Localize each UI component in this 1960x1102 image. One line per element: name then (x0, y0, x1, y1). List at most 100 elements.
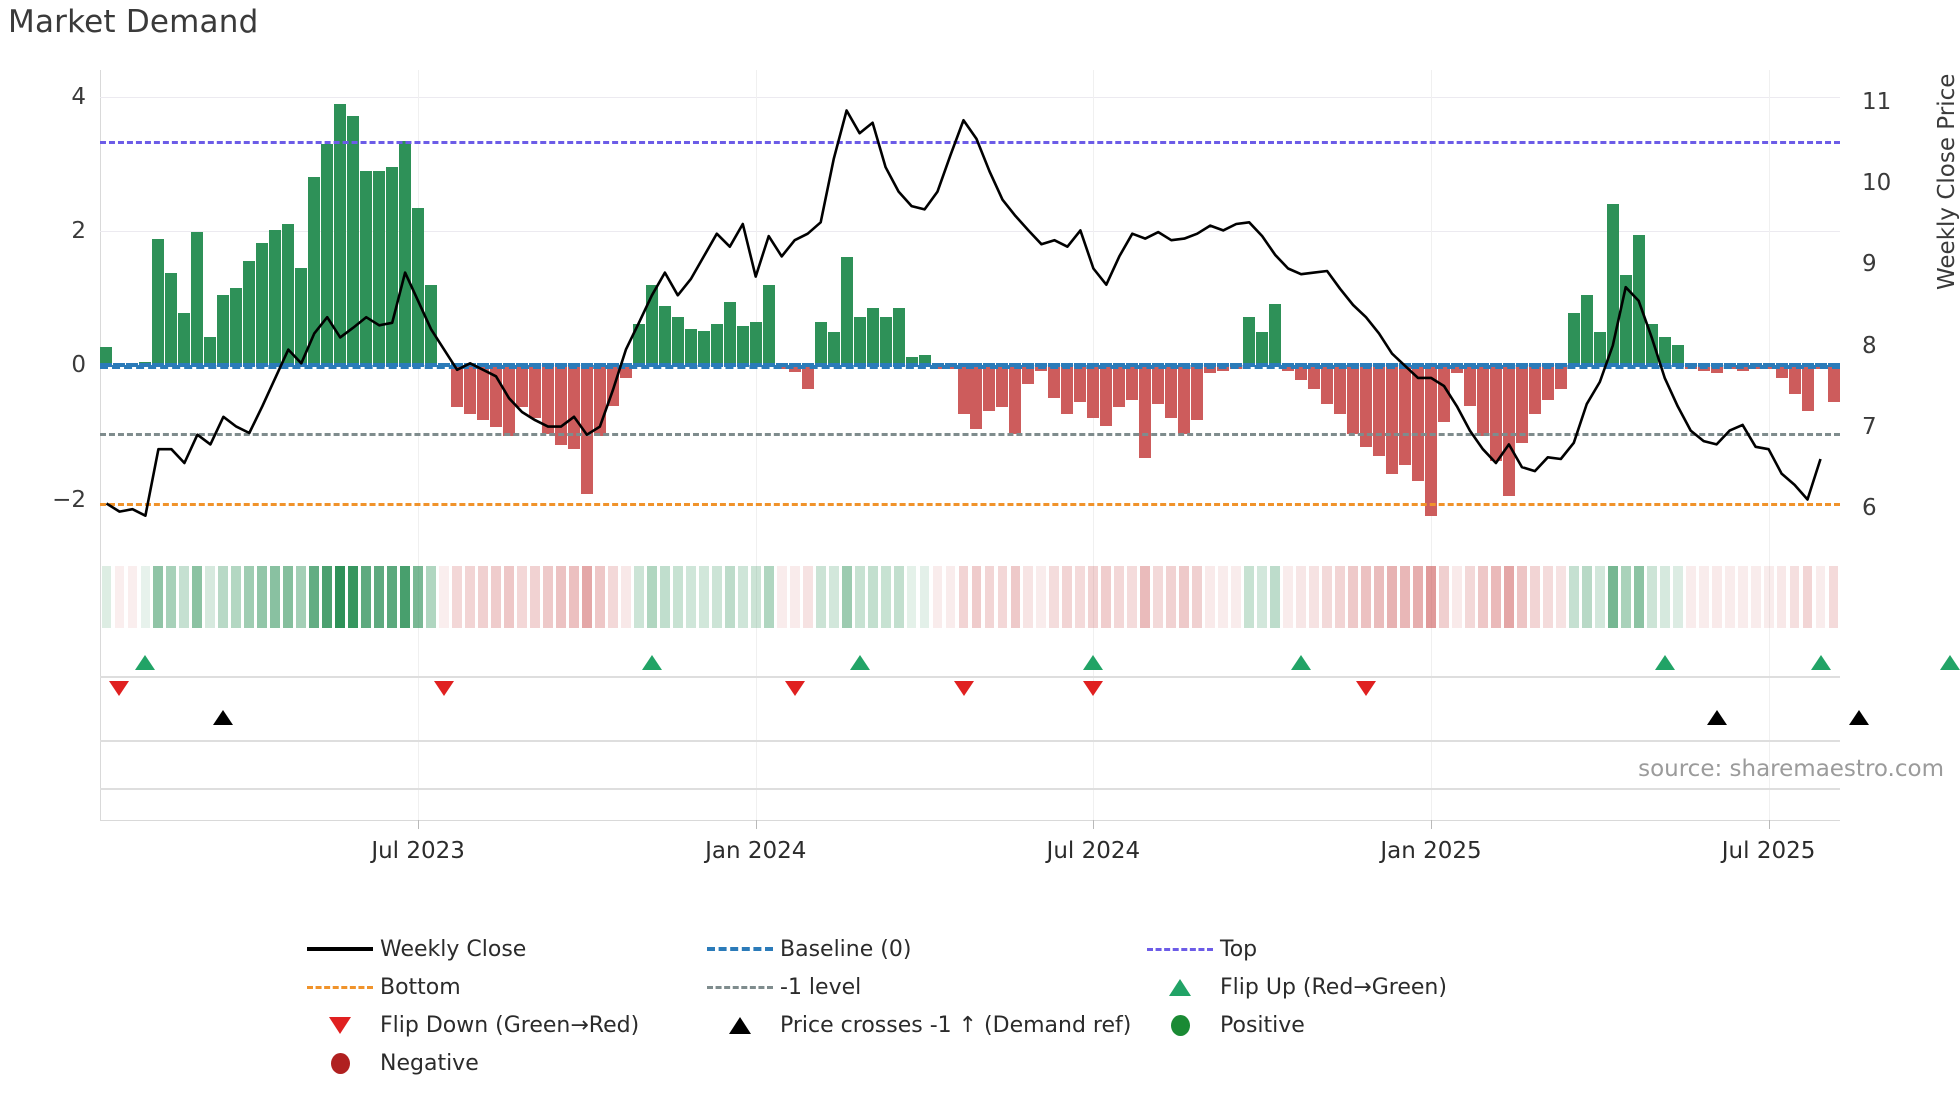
demand-bar (1476, 365, 1489, 436)
legend-key (1140, 978, 1220, 996)
demand-bar (892, 308, 905, 366)
legend-item[interactable]: Positive (1140, 1013, 1580, 1038)
heat-cell (1426, 566, 1436, 628)
heat-cell (1348, 566, 1358, 628)
demand-bar (632, 323, 645, 366)
heat-cell (841, 566, 852, 628)
heat-cell (945, 566, 956, 628)
demand-bar (1113, 365, 1126, 408)
demand-bar (1269, 303, 1282, 366)
heat-cell (919, 566, 930, 628)
heat-cell (387, 566, 398, 628)
heat-cell (1179, 566, 1190, 628)
bottom-axis-line (100, 820, 1840, 821)
demand-bar (983, 365, 996, 412)
heat-cell (932, 566, 943, 628)
heat-cell (698, 566, 709, 628)
heat-cell (1490, 566, 1501, 628)
heat-cell (413, 566, 424, 628)
legend-key (300, 1052, 380, 1074)
demand-bar (256, 243, 269, 366)
demand-bar (541, 365, 554, 434)
reference-line-1-level (100, 432, 1840, 436)
heat-cell (556, 566, 566, 628)
heat-cell (465, 566, 475, 628)
vertical-gridline (1768, 70, 1770, 820)
dot-red-icon (330, 1052, 350, 1074)
heat-cell (633, 566, 644, 628)
legend-item[interactable]: -1 level (700, 975, 1140, 1000)
legend-row: Weekly Close Baseline (0) Top (300, 930, 1700, 968)
demand-bar (269, 229, 282, 366)
demand-bar (204, 337, 217, 366)
demand-bar (516, 365, 528, 408)
demand-bar (996, 365, 1009, 408)
heat-cell (1439, 566, 1449, 628)
heat-cell (504, 566, 514, 628)
legend-item[interactable]: Weekly Close (300, 937, 700, 962)
heat-cell (776, 566, 787, 628)
heat-cell (1010, 566, 1021, 628)
heat-cell (1477, 566, 1488, 628)
heat-cell (1464, 566, 1475, 628)
flip-up-marker (641, 655, 662, 670)
demand-bar (749, 321, 762, 366)
heat-cell (270, 566, 281, 628)
left-axis-line (100, 70, 101, 820)
heat-cell (569, 566, 579, 628)
flip-up-marker (135, 655, 156, 670)
x-tick-label: Jul 2024 (1046, 838, 1141, 864)
heat-cell (101, 566, 112, 628)
demand-bar (1334, 365, 1347, 414)
demand-bar (1087, 365, 1100, 418)
demand-bar (1321, 365, 1334, 405)
legend-item[interactable]: Baseline (0) (700, 937, 1140, 962)
dot-green-icon (1170, 1014, 1190, 1036)
heat-cell (348, 566, 359, 628)
legend-item[interactable]: Bottom (300, 975, 700, 1000)
heat-cell (1789, 566, 1800, 628)
x-tick-label: Jul 2023 (371, 838, 465, 864)
marker-row-divider (100, 788, 1840, 790)
heat-cell (1374, 566, 1384, 628)
legend-key (700, 1016, 780, 1034)
legend-item[interactable]: Price crosses -1 ↑ (Demand ref) (700, 1013, 1140, 1038)
demand-bar (1243, 317, 1256, 366)
legend-key (700, 985, 780, 989)
heat-cell (1400, 566, 1410, 628)
reference-line-baseline-0 (100, 365, 1840, 370)
flip-down-marker (434, 681, 455, 696)
heat-cell (789, 566, 800, 628)
heat-cell (880, 566, 891, 628)
heat-cell (1205, 566, 1216, 628)
demand-bar (1061, 365, 1074, 414)
demand-bar (1541, 365, 1554, 401)
heat-cell (452, 566, 462, 628)
legend-item[interactable]: Flip Up (Red→Green) (1140, 975, 1580, 1000)
demand-bar (1528, 365, 1541, 414)
heat-cell (1270, 566, 1281, 628)
right-axis-label: Weekly Close Price (1934, 73, 1960, 290)
vertical-gridline (755, 70, 757, 820)
heat-cell (478, 566, 488, 628)
tri-down-red-icon (329, 1016, 351, 1034)
x-tick-label: Jan 2025 (1380, 838, 1482, 864)
flip-down-marker (953, 681, 974, 696)
heat-cell (763, 566, 774, 628)
demand-bar (645, 284, 658, 366)
demand-bar (1580, 294, 1593, 366)
demand-bar (464, 365, 477, 414)
demand-bar (1386, 365, 1398, 475)
legend-item[interactable]: Negative (300, 1051, 700, 1076)
gridline (100, 231, 1840, 233)
legend-item[interactable]: Flip Down (Green→Red) (300, 1013, 700, 1038)
demand-bar (1308, 365, 1321, 389)
heat-cell (1776, 566, 1787, 628)
heat-cell (374, 566, 385, 628)
legend-item[interactable]: Top (1140, 937, 1580, 962)
legend-row: Bottom -1 level Flip Up (Red→Green) (300, 968, 1700, 1006)
heat-cell (1257, 566, 1268, 628)
x-tick-mark (755, 820, 757, 829)
reference-line-bottom (100, 503, 1840, 507)
